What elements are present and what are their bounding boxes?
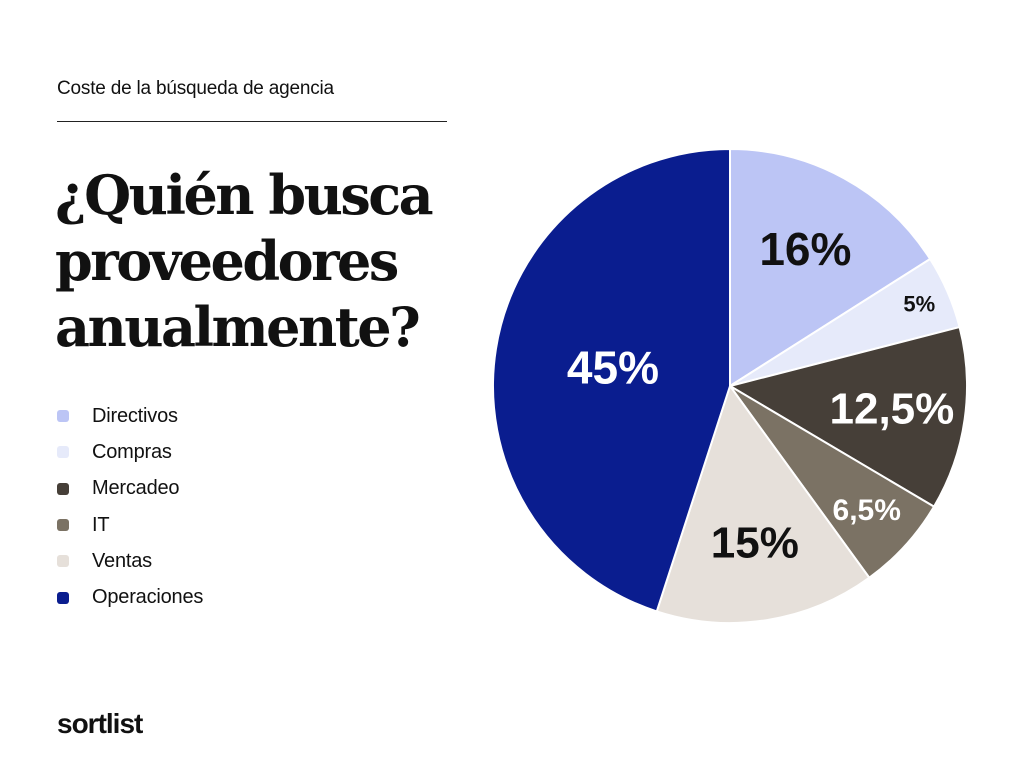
pie-slice-operaciones [492, 147, 731, 613]
chart-legend: Directivos Compras Mercadeo IT Ventas Operaci… [57, 398, 203, 616]
legend-item: IT [57, 507, 203, 543]
legend-item: Directivos [57, 398, 203, 434]
title-line-3: anualmente? [55, 295, 421, 359]
legend-swatch [57, 519, 69, 532]
header-divider [57, 121, 447, 122]
legend-swatch [57, 591, 69, 604]
legend-item: Ventas [57, 543, 203, 579]
data-label-directivos: 16% [759, 223, 851, 275]
data-label-it: 6,5% [833, 494, 901, 527]
pie-slice-directivos [729, 147, 932, 388]
title-line-2: proveedores [55, 229, 399, 293]
legend-label: Directivos [92, 404, 178, 427]
legend-label: Ventas [92, 549, 152, 572]
legend-swatch [57, 410, 69, 423]
chart-eyebrow: Coste de la búsqueda de agencia [57, 78, 334, 99]
pie-chart: 16% 5% 12,5% 6,5% 15% 45% [492, 147, 968, 624]
legend-item: Mercadeo [57, 471, 203, 507]
legend-label: Operaciones [92, 586, 204, 609]
data-label-ventas: 15% [711, 518, 799, 567]
data-label-mercadeo: 12,5% [830, 385, 955, 434]
chart-title: ¿Quién busca proveedores anualmente? [55, 162, 475, 360]
legend-label: Mercadeo [92, 477, 180, 500]
title-line-1: ¿Quién busca [55, 163, 434, 227]
legend-item: Operaciones [57, 579, 203, 615]
legend-swatch [57, 555, 69, 568]
pie-slice-ventas [655, 383, 871, 624]
sortlist-logo: sortlist [57, 708, 143, 739]
legend-label: IT [92, 513, 110, 536]
legend-swatch [57, 446, 69, 459]
legend-label: Compras [92, 440, 172, 463]
pie-slice-mercadeo [727, 325, 968, 509]
legend-item: Compras [57, 434, 203, 470]
data-label-operaciones: 45% [567, 341, 659, 393]
data-label-compras: 5% [903, 292, 935, 317]
legend-swatch [57, 482, 69, 495]
